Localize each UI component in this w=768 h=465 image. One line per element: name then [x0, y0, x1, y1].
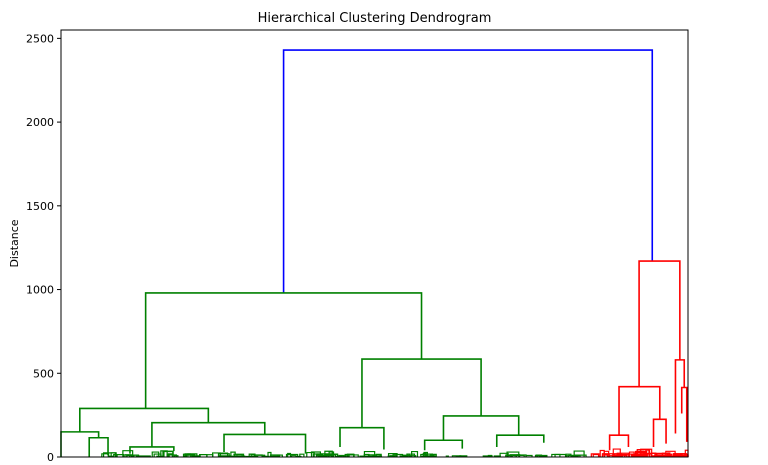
leaf-link — [128, 454, 135, 457]
leaf-link — [402, 454, 410, 457]
leaf-link — [212, 452, 221, 457]
leaf-link — [387, 453, 398, 457]
y-tick-label: 1500 — [26, 200, 54, 213]
leaf-link — [312, 453, 323, 457]
dendrogram-link — [223, 433, 307, 454]
dendrogram-link — [442, 415, 520, 441]
leaf-link — [499, 452, 509, 457]
leaf-link — [616, 452, 630, 457]
leaf-link — [634, 450, 648, 457]
leaf-link — [590, 453, 600, 457]
leaf-link — [151, 451, 160, 457]
dendrogram-link — [423, 439, 464, 451]
dendrogram-link — [282, 49, 654, 293]
dendrogram-link — [60, 431, 100, 457]
leaf-link — [536, 454, 547, 457]
dendrogram-link — [608, 434, 630, 451]
leaf-link — [115, 454, 125, 457]
chart-title: Hierarchical Clustering Dendrogram — [258, 11, 492, 26]
leaf-link — [656, 452, 667, 457]
leaf-link — [612, 448, 621, 457]
dendrogram-link — [144, 292, 423, 409]
leaf-link — [290, 455, 297, 457]
y-axis-label: Distance — [8, 219, 21, 267]
leaf-link — [423, 451, 428, 457]
y-tick-label: 1000 — [26, 284, 54, 297]
leaf-link — [248, 453, 256, 457]
dendrogram-link — [88, 436, 109, 457]
leaf-link — [338, 454, 344, 457]
dendrogram-link — [495, 434, 545, 447]
leaf-link — [173, 455, 179, 457]
leaf-link — [299, 453, 305, 457]
dendrogram-link — [361, 358, 482, 428]
leaf-link — [330, 453, 339, 457]
leaf-link — [285, 453, 299, 457]
leaf-link — [122, 450, 134, 457]
dendrogram-link — [674, 359, 686, 434]
leaf-link — [375, 453, 382, 457]
dendrogram-link — [339, 426, 385, 450]
y-tick-label: 0 — [47, 451, 54, 464]
leaf-link — [551, 453, 561, 457]
leaf-link — [166, 453, 170, 457]
leaf-link — [410, 453, 416, 457]
leaf-link — [675, 454, 687, 457]
leaf-link — [565, 455, 569, 457]
leaf-link — [191, 455, 201, 457]
leaf-link — [424, 455, 436, 457]
leaf-link — [184, 454, 196, 457]
leaf-link — [277, 454, 283, 457]
y-tick-label: 2500 — [26, 32, 54, 45]
leaf-link — [163, 450, 174, 457]
dendrogram-links — [60, 49, 688, 457]
y-tick-label: 500 — [33, 367, 54, 380]
dendrogram-link — [618, 385, 661, 436]
leaf-link — [525, 454, 533, 457]
leaf-link — [573, 450, 585, 457]
leaf-link — [409, 455, 417, 457]
leaf-link — [346, 453, 355, 457]
plot-frame — [60, 29, 689, 458]
leaf-link — [574, 454, 587, 457]
leaf-link — [392, 454, 397, 457]
leaf-link — [608, 455, 622, 457]
leaf-link — [624, 455, 628, 457]
leaf-link — [482, 455, 493, 457]
leaf-link — [636, 453, 648, 457]
leaf-merges — [101, 448, 689, 458]
leaf-link — [153, 453, 162, 457]
leaf-link — [424, 453, 433, 457]
leaf-link — [672, 453, 685, 457]
dendrogram-link — [652, 418, 667, 447]
dendrogram-link — [151, 421, 266, 447]
y-tick-label: 2000 — [26, 116, 54, 129]
dendrogram-link — [638, 260, 681, 387]
leaf-link — [101, 453, 110, 457]
leaf-link — [310, 451, 321, 457]
leaf-link — [661, 452, 670, 457]
leaf-link — [102, 452, 116, 457]
leaf-link — [306, 451, 315, 457]
y-axis: 0 500 1000 1500 2000 2500 — [26, 32, 61, 464]
dendrogram-link — [680, 386, 688, 442]
leaf-link — [603, 450, 610, 457]
leaf-link — [430, 453, 437, 457]
leaf-link — [348, 454, 359, 457]
leaf-link — [512, 454, 525, 457]
leaf-link — [267, 451, 272, 457]
dendrogram-link — [79, 407, 210, 432]
leaf-link — [287, 452, 292, 457]
